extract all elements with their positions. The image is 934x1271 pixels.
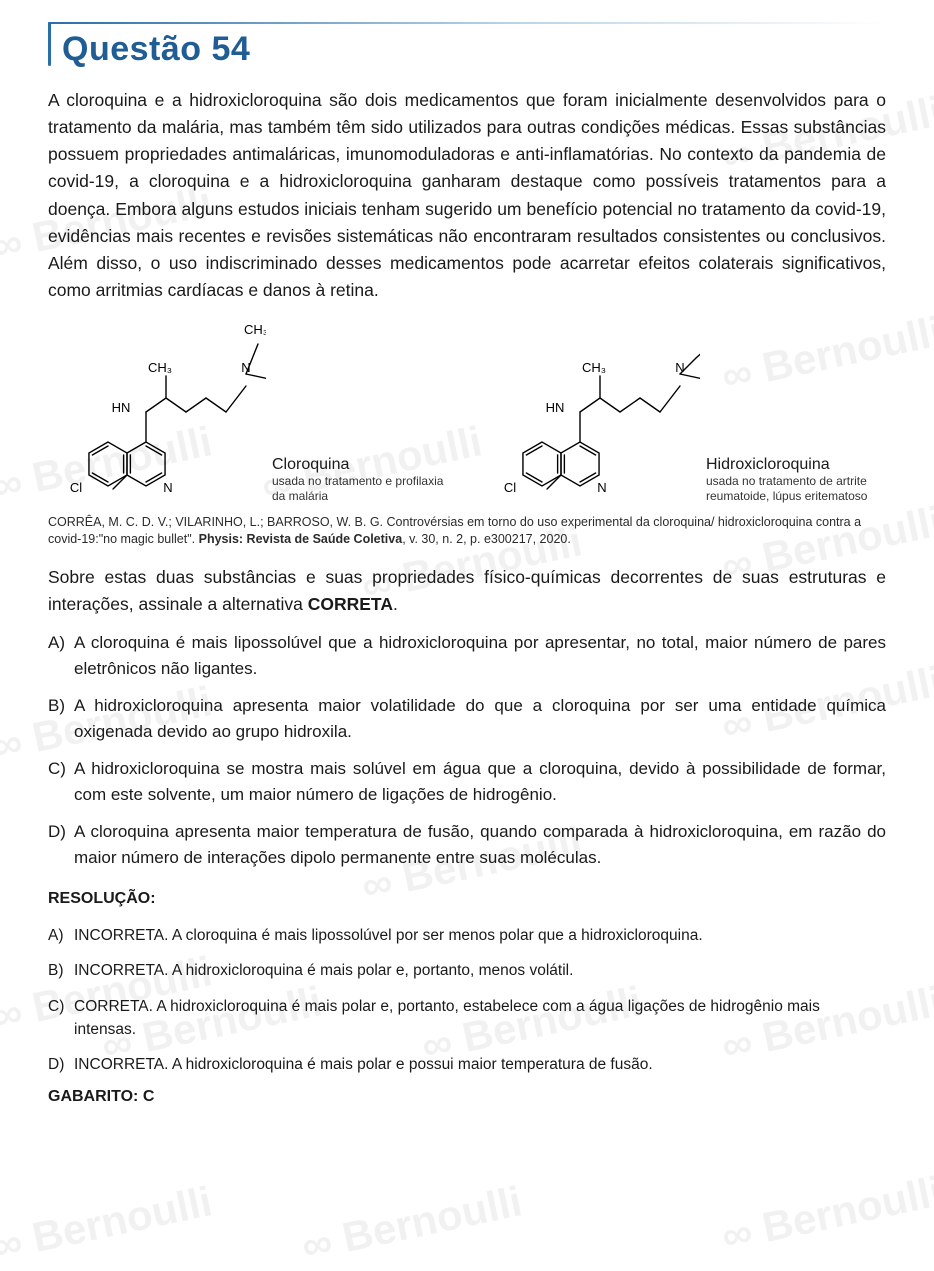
citation-bold: Physis: Revista de Saúde Coletiva: [199, 532, 403, 546]
option-letter: A): [48, 630, 74, 681]
svg-text:HN: HN: [546, 400, 565, 415]
resolution-c: C)CORRETA. A hidroxicloroquina é mais po…: [48, 995, 886, 1042]
resolution-d: D)INCORRETA. A hidroxicloroquina é mais …: [48, 1053, 886, 1076]
resolution-letter: B): [48, 959, 74, 982]
molecule-hidroxi: ClNHNCH₃OHCH₃N Hidroxicloroquina usada n…: [482, 314, 886, 504]
stem-post: .: [393, 594, 398, 614]
svg-text:N: N: [675, 360, 684, 375]
option-letter: B): [48, 693, 74, 744]
option-text: A hidroxicloroquina se mostra mais solúv…: [74, 756, 886, 807]
resolution-letter: C): [48, 995, 74, 1042]
header-rule: [48, 22, 886, 24]
option-text: A cloroquina é mais lipossolúvel que a h…: [74, 630, 886, 681]
citation: CORRÊA, M. C. D. V.; VILARINHO, L.; BARR…: [48, 514, 886, 548]
question-paragraph: A cloroquina e a hidroxicloroquina são d…: [48, 87, 886, 304]
option-text: A hidroxicloroquina apresenta maior vola…: [74, 693, 886, 744]
svg-text:CH₃: CH₃: [148, 360, 172, 375]
molecule-cloroquina-sub: usada no tratamento e profilaxia da malá…: [272, 474, 452, 504]
svg-text:CH₃: CH₃: [582, 360, 606, 375]
resolution-text: INCORRETA. A hidroxicloroquina é mais po…: [74, 1053, 653, 1076]
resolution-list: A)INCORRETA. A cloroquina é mais liposso…: [48, 924, 886, 1076]
resolution-a: A)INCORRETA. A cloroquina é mais liposso…: [48, 924, 886, 947]
molecule-cloroquina: ClNHNCH₃CH₃CH₃N Cloroquina usada no trat…: [48, 314, 452, 504]
resolution-text: CORRETA. A hidroxicloroquina é mais pola…: [74, 995, 886, 1042]
option-a: A)A cloroquina é mais lipossolúvel que a…: [48, 630, 886, 681]
resolution-heading: RESOLUÇÃO:: [48, 890, 886, 908]
svg-text:Cl: Cl: [504, 480, 516, 495]
option-letter: C): [48, 756, 74, 807]
stem-bold: CORRETA: [308, 594, 393, 614]
option-c: C)A hidroxicloroquina se mostra mais sol…: [48, 756, 886, 807]
option-b: B)A hidroxicloroquina apresenta maior vo…: [48, 693, 886, 744]
molecule-cloroquina-diagram: ClNHNCH₃CH₃CH₃N: [48, 314, 266, 504]
citation-tail: , v. 30, n. 2, p. e300217, 2020.: [402, 532, 571, 546]
gabarito: GABARITO: C: [48, 1088, 886, 1106]
options-list: A)A cloroquina é mais lipossolúvel que a…: [48, 630, 886, 870]
resolution-text: INCORRETA. A cloroquina é mais lipossolú…: [74, 924, 703, 947]
molecule-hidroxi-caption: Hidroxicloroquina usada no tratamento de…: [706, 456, 886, 504]
molecule-cloroquina-name: Cloroquina: [272, 456, 452, 474]
header-vertical-bar: [48, 22, 51, 66]
svg-text:Cl: Cl: [70, 480, 82, 495]
question-title: Questão 54: [48, 26, 886, 69]
question-header: Questão 54: [48, 22, 886, 69]
svg-text:N: N: [241, 360, 250, 375]
resolution-text: INCORRETA. A hidroxicloroquina é mais po…: [74, 959, 573, 982]
question-stem: Sobre estas duas substâncias e suas prop…: [48, 564, 886, 618]
svg-text:N: N: [597, 480, 606, 495]
option-letter: D): [48, 819, 74, 870]
resolution-letter: D): [48, 1053, 74, 1076]
svg-text:CH₃: CH₃: [244, 322, 266, 337]
molecule-cloroquina-caption: Cloroquina usada no tratamento e profila…: [272, 456, 452, 504]
molecule-hidroxi-sub: usada no tratamento de artrite reumatoid…: [706, 474, 886, 504]
molecule-hidroxi-name: Hidroxicloroquina: [706, 456, 886, 474]
molecule-hidroxi-diagram: ClNHNCH₃OHCH₃N: [482, 314, 700, 504]
option-d: D)A cloroquina apresenta maior temperatu…: [48, 819, 886, 870]
molecule-row: Cl N HN CH₃ CH₃ CH₃ N Cloroquina usada no trat…: [48, 314, 886, 504]
resolution-b: B)INCORRETA. A hidroxicloroquina é mais …: [48, 959, 886, 982]
svg-text:HN: HN: [112, 400, 131, 415]
stem-pre: Sobre estas duas substâncias e suas prop…: [48, 567, 886, 614]
resolution-letter: A): [48, 924, 74, 947]
svg-text:N: N: [163, 480, 172, 495]
option-text: A cloroquina apresenta maior temperatura…: [74, 819, 886, 870]
